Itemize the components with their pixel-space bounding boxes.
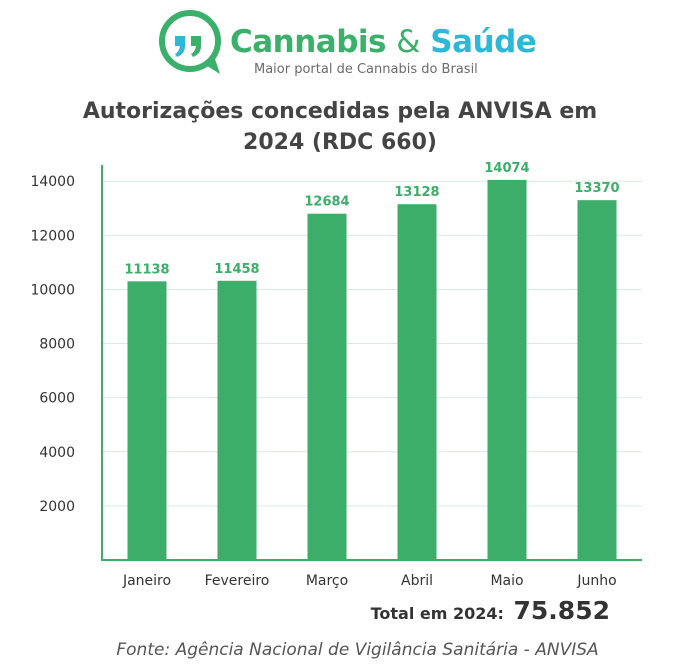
source-note: Fonte: Agência Nacional de Vigilância Sa…	[116, 640, 599, 660]
bar	[577, 200, 617, 560]
y-tick-label: 8000	[39, 337, 75, 353]
brand-amp: &	[396, 24, 420, 60]
data-label: 13370	[574, 181, 619, 196]
y-tick-label: 12000	[30, 228, 75, 244]
data-label: 13128	[394, 185, 439, 200]
data-label: 11458	[214, 262, 259, 277]
x-tick-label: Junho	[576, 573, 616, 589]
x-tick-label: Maio	[490, 573, 523, 589]
x-tick-label: Fevereiro	[205, 573, 270, 589]
bar	[397, 204, 437, 561]
bar	[127, 281, 167, 560]
x-tick-label: Abril	[401, 573, 433, 589]
y-tick-label: 4000	[39, 445, 75, 461]
total-value: 75.852	[513, 596, 610, 625]
data-label: 14074	[484, 161, 529, 176]
brand-name: Cannabis & Saúde	[230, 24, 537, 60]
chart-title-line-1: Autorizações concedidas pela ANVISA em	[82, 99, 598, 124]
bar	[487, 179, 527, 561]
brand-part1: Cannabis	[230, 24, 387, 60]
x-tick-label: Janeiro	[122, 573, 171, 589]
y-tick-label: 2000	[39, 499, 75, 515]
total-label: Total em 2024:	[370, 604, 504, 623]
x-tick-label: Março	[306, 573, 348, 589]
data-label: 12684	[304, 195, 349, 210]
logo: Cannabis & Saúde Maior portal de Cannabi…	[158, 10, 537, 78]
brand-part2: Saúde	[430, 24, 537, 60]
bar	[307, 213, 347, 561]
data-label: 11138	[124, 262, 169, 277]
y-tick-label: 6000	[39, 391, 75, 407]
bar	[217, 280, 257, 560]
y-tick-label: 10000	[30, 282, 75, 298]
total-summary: Total em 2024: 75.852	[371, 596, 610, 625]
y-tick-label: 14000	[30, 174, 75, 190]
tagline: Maior portal de Cannabis do Brasil	[254, 62, 478, 77]
chart-title: Autorizações concedidas pela ANVISA em 2…	[40, 96, 640, 158]
chart-title-line-2: 2024 (RDC 660)	[243, 130, 437, 155]
bar-chart: 2000 4000 6000 8000 10000 12000 14000 11138 Jane…	[30, 161, 642, 589]
quote-bubble-icon	[159, 10, 221, 74]
